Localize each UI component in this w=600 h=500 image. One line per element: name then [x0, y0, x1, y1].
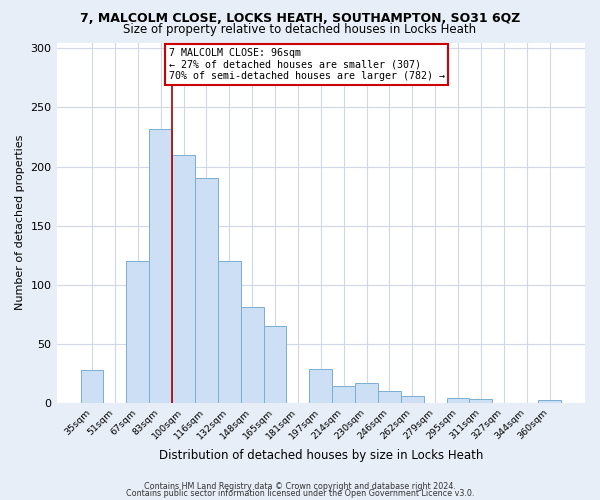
- Bar: [218, 261, 241, 403]
- Bar: [263, 326, 286, 403]
- Bar: [310, 368, 332, 403]
- Bar: [172, 154, 195, 403]
- Text: Contains HM Land Registry data © Crown copyright and database right 2024.: Contains HM Land Registry data © Crown c…: [144, 482, 456, 491]
- X-axis label: Distribution of detached houses by size in Locks Heath: Distribution of detached houses by size …: [158, 450, 483, 462]
- Text: 7, MALCOLM CLOSE, LOCKS HEATH, SOUTHAMPTON, SO31 6QZ: 7, MALCOLM CLOSE, LOCKS HEATH, SOUTHAMPT…: [80, 12, 520, 26]
- Text: 7 MALCOLM CLOSE: 96sqm
← 27% of detached houses are smaller (307)
70% of semi-de: 7 MALCOLM CLOSE: 96sqm ← 27% of detached…: [169, 48, 445, 81]
- Y-axis label: Number of detached properties: Number of detached properties: [15, 135, 25, 310]
- Bar: [127, 261, 149, 403]
- Bar: [401, 396, 424, 403]
- Bar: [446, 398, 469, 403]
- Text: Size of property relative to detached houses in Locks Heath: Size of property relative to detached ho…: [124, 22, 476, 36]
- Bar: [149, 128, 172, 403]
- Bar: [332, 386, 355, 403]
- Bar: [80, 370, 103, 403]
- Bar: [538, 400, 561, 403]
- Text: Contains public sector information licensed under the Open Government Licence v3: Contains public sector information licen…: [126, 489, 474, 498]
- Bar: [469, 400, 493, 403]
- Bar: [241, 307, 263, 403]
- Bar: [378, 391, 401, 403]
- Bar: [355, 382, 378, 403]
- Bar: [195, 178, 218, 403]
